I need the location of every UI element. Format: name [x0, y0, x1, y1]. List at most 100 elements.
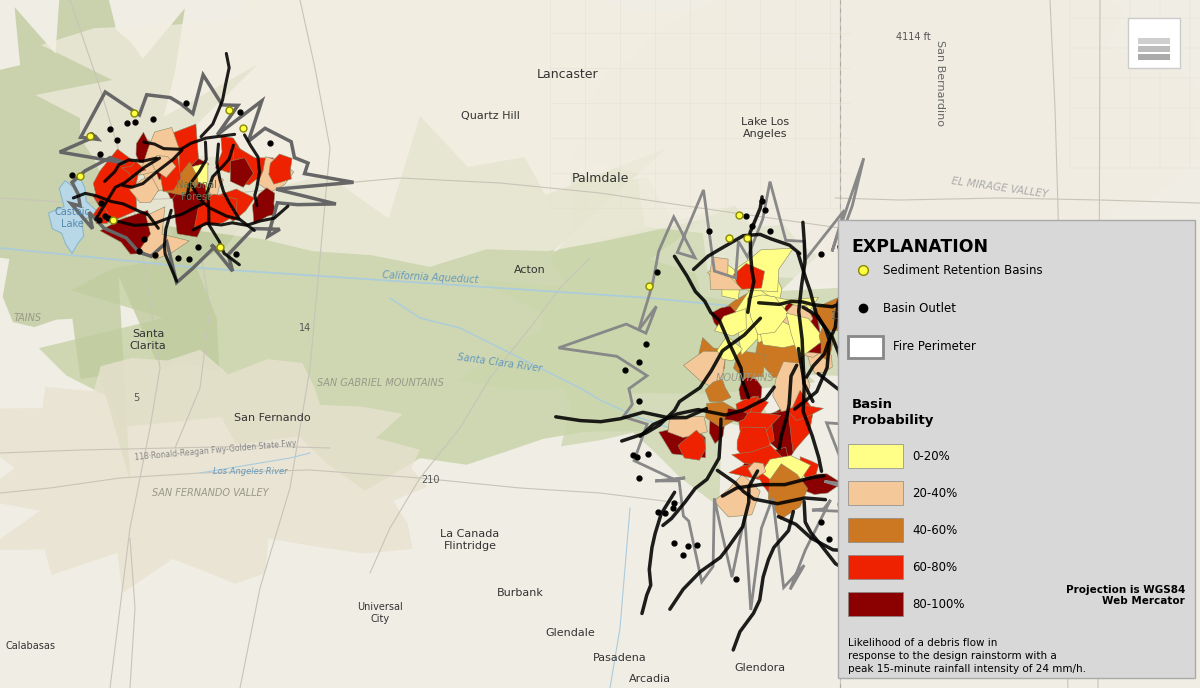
Text: Quartz Hill: Quartz Hill [461, 111, 520, 121]
Polygon shape [761, 455, 810, 496]
Polygon shape [684, 351, 726, 389]
Polygon shape [755, 322, 805, 378]
Text: Castaic
Lake: Castaic Lake [54, 207, 90, 229]
Polygon shape [748, 295, 788, 334]
Text: Burbank: Burbank [497, 588, 544, 598]
Polygon shape [786, 313, 824, 359]
Polygon shape [136, 140, 179, 194]
Polygon shape [733, 264, 764, 290]
Polygon shape [706, 402, 745, 428]
Polygon shape [708, 264, 750, 300]
Text: 138: 138 [830, 311, 850, 321]
Text: Basin Outlet: Basin Outlet [882, 301, 955, 314]
Polygon shape [668, 415, 708, 438]
Bar [847, 336, 882, 358]
Text: TAINS: TAINS [14, 313, 42, 323]
Bar [847, 481, 902, 505]
Polygon shape [756, 427, 772, 456]
Polygon shape [802, 474, 841, 495]
Text: Santa
Clarita: Santa Clarita [130, 329, 167, 351]
Polygon shape [775, 411, 799, 440]
Text: 4114 ft: 4114 ft [895, 32, 930, 42]
Polygon shape [0, 0, 258, 482]
Text: Universal
City: Universal City [358, 602, 403, 624]
Bar [838, 220, 1195, 678]
Polygon shape [156, 164, 178, 180]
Polygon shape [737, 396, 768, 421]
Polygon shape [724, 409, 748, 422]
Polygon shape [732, 445, 782, 466]
Polygon shape [728, 454, 800, 488]
Polygon shape [762, 305, 823, 354]
Polygon shape [788, 390, 814, 452]
Polygon shape [38, 116, 834, 491]
Text: Lancaster: Lancaster [538, 67, 599, 80]
Text: 20-40%: 20-40% [912, 486, 958, 499]
Text: La Canada
Flintridge: La Canada Flintridge [440, 529, 499, 551]
Bar [1138, 54, 1170, 60]
Text: EL MIRAGE VALLEY: EL MIRAGE VALLEY [952, 176, 1049, 200]
Text: 40-60%: 40-60% [912, 524, 958, 537]
Text: Santa Clara River: Santa Clara River [457, 352, 542, 374]
Text: Sediment Retention Basins: Sediment Retention Basins [882, 264, 1043, 277]
Polygon shape [734, 248, 793, 292]
Polygon shape [709, 413, 725, 444]
Polygon shape [750, 263, 782, 327]
Polygon shape [767, 302, 785, 330]
Polygon shape [140, 146, 173, 158]
Polygon shape [167, 176, 182, 199]
Polygon shape [812, 297, 856, 332]
Polygon shape [768, 464, 808, 519]
Polygon shape [233, 144, 274, 185]
Polygon shape [208, 174, 223, 198]
Polygon shape [706, 379, 731, 402]
Text: San Fernando: San Fernando [234, 413, 311, 423]
Polygon shape [763, 407, 805, 460]
Polygon shape [737, 427, 769, 458]
Polygon shape [163, 162, 198, 195]
Polygon shape [139, 207, 190, 259]
Text: EXPLANATION: EXPLANATION [852, 238, 989, 256]
Text: Fire Perimeter: Fire Perimeter [893, 340, 976, 353]
Text: SAN GABRIEL MOUNTAINS: SAN GABRIEL MOUNTAINS [317, 378, 444, 388]
Polygon shape [839, 296, 877, 375]
Polygon shape [130, 176, 158, 203]
Polygon shape [773, 314, 814, 355]
Text: 18: 18 [940, 328, 952, 338]
Polygon shape [754, 420, 774, 447]
Polygon shape [790, 332, 833, 357]
Text: National
Forest: National Forest [175, 180, 216, 202]
Text: Likelihood of a debris flow in
response to the design rainstorm with a
peak 15-m: Likelihood of a debris flow in response … [847, 638, 1086, 674]
Bar [1128, 18, 1180, 68]
Text: 5: 5 [133, 393, 139, 403]
Text: Los Angeles River: Los Angeles River [212, 466, 287, 475]
Polygon shape [571, 0, 1200, 291]
Text: MOUNTAINS: MOUNTAINS [715, 373, 774, 383]
Polygon shape [192, 189, 254, 222]
Bar [1138, 38, 1170, 44]
Polygon shape [163, 162, 210, 199]
Polygon shape [761, 294, 818, 339]
Polygon shape [698, 338, 726, 385]
Polygon shape [800, 457, 818, 477]
Text: Arcadia: Arcadia [629, 674, 671, 684]
Text: Glendora: Glendora [734, 663, 786, 673]
Text: Acton: Acton [514, 265, 546, 275]
Text: SAN FERNANDO VALLEY: SAN FERNANDO VALLEY [151, 488, 269, 498]
Polygon shape [767, 407, 805, 434]
Text: 0-20%: 0-20% [912, 450, 950, 462]
Text: Calabasas: Calabasas [5, 641, 55, 651]
Bar [847, 592, 902, 616]
Polygon shape [757, 470, 780, 495]
Polygon shape [722, 294, 766, 321]
Text: 14: 14 [299, 323, 311, 333]
Text: Projection is WGS84
Web Mercator: Projection is WGS84 Web Mercator [1066, 585, 1186, 607]
Text: 118·Ronald-Reagan Fwy-Golden State Fwy: 118·Ronald-Reagan Fwy-Golden State Fwy [133, 438, 296, 462]
Polygon shape [121, 161, 146, 181]
Bar [1138, 46, 1170, 52]
Polygon shape [773, 362, 810, 415]
Polygon shape [160, 124, 198, 179]
Bar [847, 555, 902, 579]
Polygon shape [659, 424, 706, 458]
Polygon shape [808, 350, 833, 374]
